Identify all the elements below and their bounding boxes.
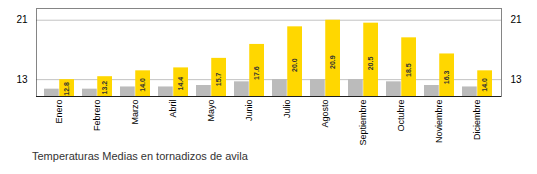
svg-text:Marzo: Marzo [130,100,140,125]
svg-text:12.8: 12.8 [63,82,70,96]
svg-text:21: 21 [16,14,28,25]
svg-text:Diciembre: Diciembre [472,100,482,141]
svg-text:20.5: 20.5 [367,57,374,71]
svg-text:17.6: 17.6 [253,66,260,80]
svg-text:Julio: Julio [282,100,292,119]
svg-text:Octubre: Octubre [396,100,406,132]
svg-text:14.0: 14.0 [139,78,146,92]
svg-text:Mayo: Mayo [206,100,216,122]
svg-text:18.5: 18.5 [405,63,412,77]
svg-text:13: 13 [16,74,28,85]
svg-text:15.7: 15.7 [215,72,222,86]
svg-text:Enero: Enero [54,100,64,124]
svg-text:13.2: 13.2 [101,81,108,95]
svg-text:20.9: 20.9 [329,55,336,69]
svg-text:14.4: 14.4 [177,77,184,91]
svg-text:Noviembre: Noviembre [434,100,444,144]
svg-text:20.0: 20.0 [291,58,298,72]
svg-text:Febrero: Febrero [92,100,102,132]
svg-text:Septiembre: Septiembre [358,100,368,146]
svg-text:Abril: Abril [168,100,178,118]
svg-text:14.0: 14.0 [481,78,488,92]
svg-text:13: 13 [511,74,523,85]
html-text:Temperaturas Medias en tornadi: Temperaturas Medias en tornadizos de avi… [32,150,248,162]
svg-text:16.3: 16.3 [443,70,450,84]
svg-text:Junio: Junio [244,100,254,122]
svg-text:Agosto: Agosto [320,100,330,128]
svg-text:21: 21 [511,14,523,25]
